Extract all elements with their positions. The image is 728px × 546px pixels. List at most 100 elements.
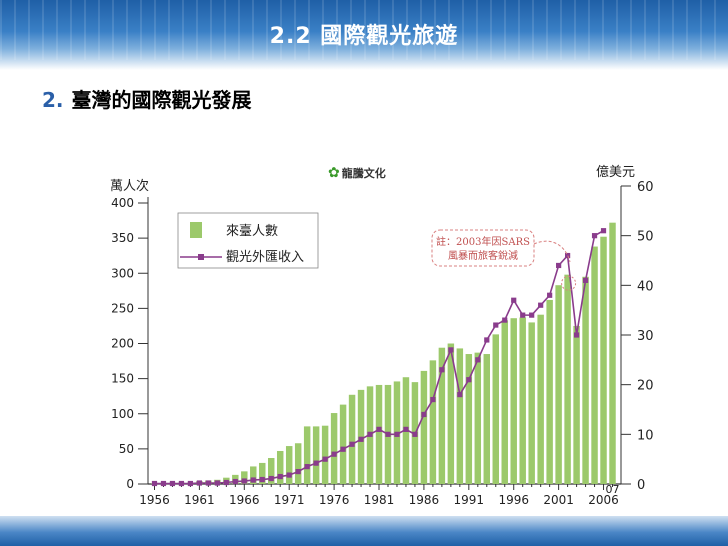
revenue-point <box>439 367 445 373</box>
left-tick-label: 150 <box>111 372 134 386</box>
revenue-point <box>493 322 499 328</box>
bar <box>564 274 571 484</box>
bar <box>483 354 491 484</box>
right-tick-label: 40 <box>637 279 654 294</box>
revenue-point <box>394 431 400 437</box>
x-end-label: 07 <box>606 483 620 496</box>
revenue-point <box>313 460 319 466</box>
revenue-point <box>268 475 274 482</box>
revenue-point <box>484 337 490 343</box>
bar <box>438 347 446 484</box>
slide-title: 2.2 國際觀光旅遊 <box>269 24 459 49</box>
x-tick-label: 2006 <box>588 493 619 507</box>
subtitle-number: 2. <box>42 88 64 112</box>
bar <box>321 425 329 484</box>
revenue-point <box>376 426 382 432</box>
bar <box>339 404 347 484</box>
left-tick-label: 400 <box>111 196 134 210</box>
revenue-point <box>573 332 580 338</box>
right-tick-label: 20 <box>637 379 654 394</box>
annotation-box <box>431 229 535 267</box>
legend-line-marker <box>198 254 204 260</box>
revenue-point <box>502 317 508 323</box>
bar <box>348 394 356 484</box>
left-tick-label: 0 <box>126 477 134 491</box>
x-tick-label: 1981 <box>364 493 395 507</box>
bar <box>546 299 553 484</box>
bar <box>492 334 499 484</box>
revenue-point <box>340 446 346 452</box>
revenue-point <box>196 480 202 486</box>
bar <box>429 360 437 484</box>
revenue-point <box>214 480 220 486</box>
left-tick-label: 200 <box>111 337 134 351</box>
bar <box>420 370 428 484</box>
annotation-line2: 風暴而旅客銳減 <box>448 249 518 262</box>
revenue-point <box>286 472 292 478</box>
revenue-point <box>151 480 158 487</box>
leaf-icon: ✿ <box>328 165 340 181</box>
left-axis-label: 萬人次 <box>110 178 149 194</box>
annotation-line1: 註：2003年因SARS <box>436 235 530 248</box>
x-tick-label: 1966 <box>229 493 260 507</box>
bar <box>259 462 266 484</box>
annotation-circle <box>561 275 577 291</box>
bar <box>465 354 473 484</box>
bar <box>519 317 526 484</box>
annotation-arrow <box>533 240 571 263</box>
revenue-point <box>367 431 373 437</box>
revenue-point <box>358 436 364 442</box>
bar <box>501 320 508 484</box>
banner-stripes <box>0 0 728 60</box>
bar <box>591 246 598 484</box>
revenue-point <box>600 228 607 234</box>
title-banner <box>0 0 728 70</box>
revenue-point <box>232 478 238 485</box>
revenue-point <box>412 431 418 437</box>
bar <box>241 471 248 484</box>
right-tick-label: 0 <box>637 478 645 493</box>
right-tick-label: 50 <box>637 230 654 245</box>
left-tick-label: 100 <box>111 407 134 421</box>
revenue-point <box>187 480 194 487</box>
revenue-point <box>582 277 589 283</box>
revenue-point <box>331 451 337 457</box>
left-tick-label: 50 <box>119 442 134 456</box>
bar <box>285 446 293 484</box>
revenue-point <box>295 468 301 475</box>
bar <box>600 236 607 484</box>
right-tick-label: 30 <box>637 329 654 344</box>
publisher-logo: ✿ 龍騰文化 <box>328 165 386 181</box>
revenue-point <box>556 262 562 269</box>
bar <box>375 384 383 484</box>
revenue-point <box>565 252 571 259</box>
x-tick-label: 1956 <box>139 493 170 507</box>
revenue-point <box>421 411 427 418</box>
bar <box>555 285 562 484</box>
bar <box>456 348 464 484</box>
revenue-point <box>430 396 436 403</box>
revenue-point <box>205 480 211 486</box>
publisher-logo-text: 龍騰文化 <box>341 167 386 180</box>
left-tick-label: 300 <box>111 266 134 280</box>
revenue-point <box>448 347 454 353</box>
bottom-bar <box>0 516 728 546</box>
x-tick-label: 1976 <box>319 493 350 507</box>
x-tick-label: 1961 <box>184 493 215 507</box>
revenue-point <box>511 297 517 303</box>
revenue-point <box>304 464 310 470</box>
revenue-point <box>538 302 544 308</box>
bar <box>528 322 535 484</box>
x-tick-label: 2001 <box>543 493 574 507</box>
bar <box>510 318 517 484</box>
right-tick-label: 10 <box>637 428 654 443</box>
revenue-point <box>160 480 167 487</box>
revenue-point <box>169 480 176 487</box>
revenue-point <box>223 479 229 486</box>
x-tick-label: 1996 <box>498 493 529 507</box>
bar <box>294 443 302 484</box>
bar <box>268 458 275 484</box>
revenue-point <box>259 476 265 483</box>
revenue-point <box>475 357 481 363</box>
